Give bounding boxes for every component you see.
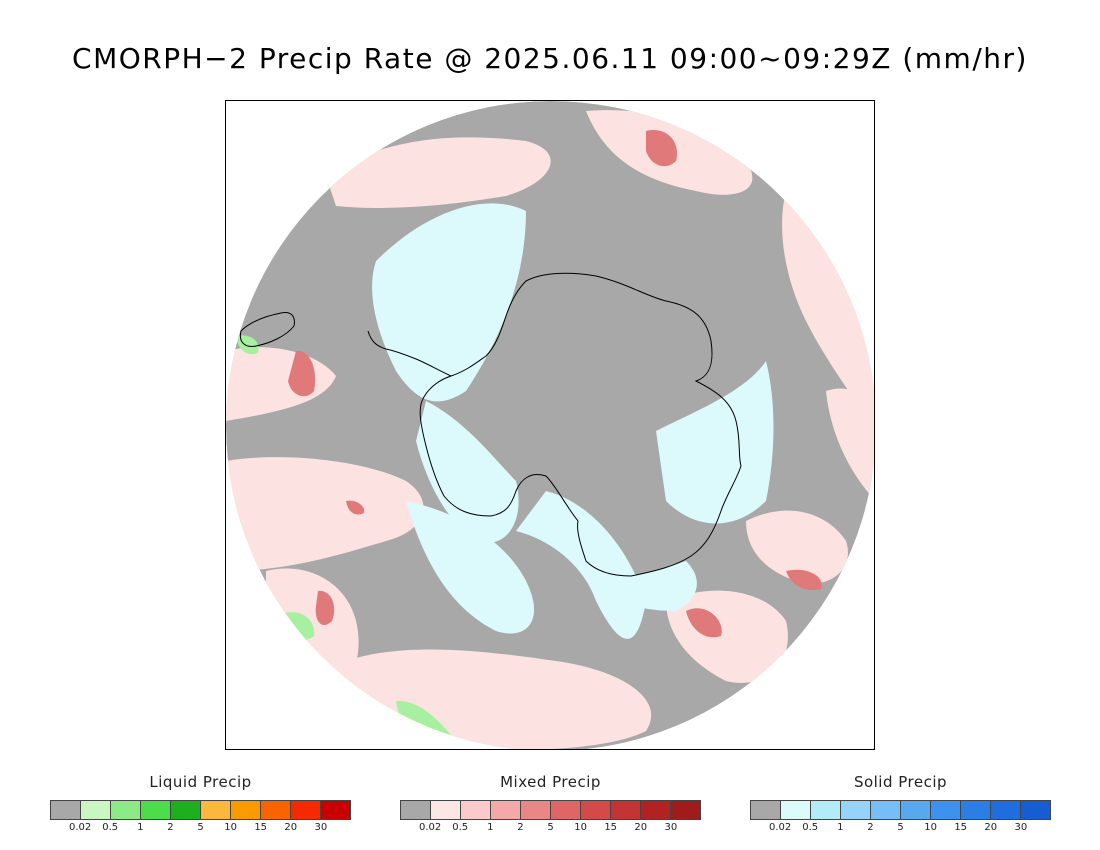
- color-bar: [400, 800, 701, 820]
- tick-label: 0.02: [769, 822, 791, 833]
- tick-label: 0.02: [419, 822, 441, 833]
- tick-labels: 0.02 0.5 1 2 5 10 15 20 30: [400, 822, 701, 836]
- tick-label: 1: [837, 822, 843, 833]
- legend-swatch: [961, 801, 991, 819]
- legend-swatch: [231, 801, 261, 819]
- legend-mixed: Mixed Precip 0.02 0.5 1 2 5 10 15 20 30: [400, 772, 701, 836]
- tick-label: 2: [867, 822, 873, 833]
- polar-precip-map: [226, 101, 875, 750]
- legend-swatch: [841, 801, 871, 819]
- legend-swatch: [141, 801, 171, 819]
- legend-swatch: [461, 801, 491, 819]
- legend-swatch: [401, 801, 431, 819]
- legend-swatch: [581, 801, 611, 819]
- legend-swatch: [1021, 801, 1050, 819]
- legend-swatch: [811, 801, 841, 819]
- legend-swatch: [491, 801, 521, 819]
- map-panel: [225, 100, 875, 750]
- tick-label: 1: [487, 822, 493, 833]
- legend-swatch: [291, 801, 321, 819]
- tick-label: 0.5: [452, 822, 468, 833]
- legend-swatch: [51, 801, 81, 819]
- legend-swatch: [201, 801, 231, 819]
- tick-label: 0.02: [69, 822, 91, 833]
- legend-swatch: [431, 801, 461, 819]
- legend-swatch: [261, 801, 291, 819]
- legend-title: Mixed Precip: [400, 772, 701, 792]
- legend-swatch: [781, 801, 811, 819]
- tick-label: 20: [634, 822, 647, 833]
- legend-solid: Solid Precip 0.02 0.5 1 2 5 10 15 20 30: [750, 772, 1051, 836]
- tick-label: 30: [665, 822, 678, 833]
- legend-swatch: [551, 801, 581, 819]
- map-title: CMORPH−2 Precip Rate @ 2025.06.11 09:00~…: [0, 42, 1100, 75]
- tick-label: 20: [984, 822, 997, 833]
- legend-swatch: [611, 801, 641, 819]
- tick-labels: 0.02 0.5 1 2 5 10 15 20 30: [50, 822, 351, 836]
- tick-label: 15: [604, 822, 617, 833]
- legend-swatch: [751, 801, 781, 819]
- tick-label: 10: [224, 822, 237, 833]
- tick-label: 30: [1015, 822, 1028, 833]
- legend-swatch: [671, 801, 700, 819]
- legend-swatch: [901, 801, 931, 819]
- tick-label: 15: [254, 822, 267, 833]
- legend-swatch: [81, 801, 111, 819]
- tick-labels: 0.02 0.5 1 2 5 10 15 20 30: [750, 822, 1051, 836]
- tick-label: 0.5: [802, 822, 818, 833]
- legend-swatch: [171, 801, 201, 819]
- color-bar: [750, 800, 1051, 820]
- tick-label: 5: [197, 822, 203, 833]
- tick-label: 30: [315, 822, 328, 833]
- legend-swatch: [111, 801, 141, 819]
- tick-label: 0.5: [102, 822, 118, 833]
- tick-label: 20: [284, 822, 297, 833]
- tick-label: 2: [167, 822, 173, 833]
- tick-label: 15: [954, 822, 967, 833]
- legend-swatch: [991, 801, 1021, 819]
- legend-swatch: [871, 801, 901, 819]
- tick-label: 10: [924, 822, 937, 833]
- tick-label: 5: [547, 822, 553, 833]
- tick-label: 10: [574, 822, 587, 833]
- legend-title: Liquid Precip: [50, 772, 351, 792]
- legend-liquid: Liquid Precip 0.02 0.5 1 2 5 10 15 20 30: [50, 772, 351, 836]
- color-bar: [50, 800, 351, 820]
- legend-swatch: [321, 801, 350, 819]
- tick-label: 5: [897, 822, 903, 833]
- tick-label: 2: [517, 822, 523, 833]
- legend-swatch: [931, 801, 961, 819]
- legend-swatch: [641, 801, 671, 819]
- legend-swatch: [521, 801, 551, 819]
- legend-title: Solid Precip: [750, 772, 1051, 792]
- tick-label: 1: [137, 822, 143, 833]
